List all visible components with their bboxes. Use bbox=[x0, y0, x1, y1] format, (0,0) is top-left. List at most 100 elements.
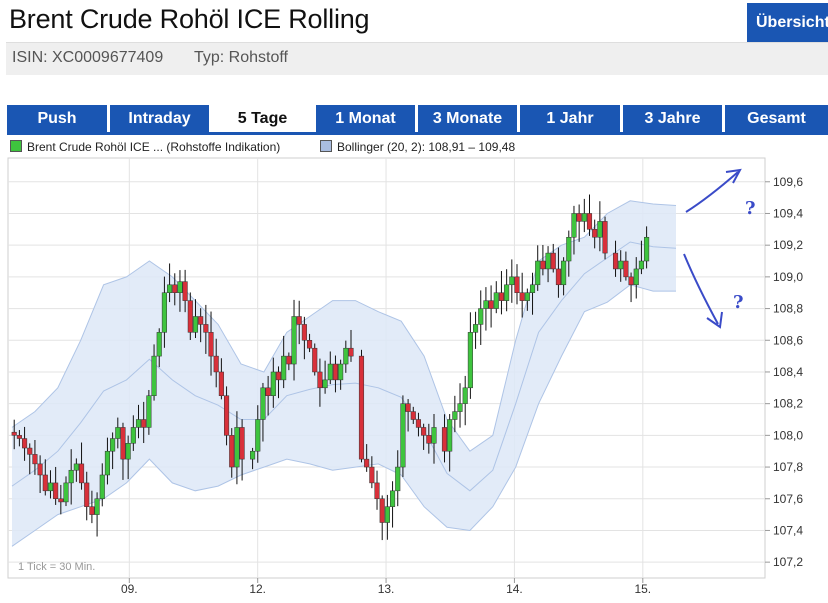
overview-button[interactable]: Übersicht bbox=[747, 3, 828, 42]
bollinger-upper-line bbox=[11, 200, 677, 452]
candle-body bbox=[597, 221, 603, 238]
candle bbox=[452, 395, 458, 433]
candle-body bbox=[327, 363, 333, 381]
candle bbox=[369, 456, 375, 489]
candle-body bbox=[187, 300, 193, 333]
candle bbox=[400, 395, 406, 478]
candle bbox=[478, 290, 484, 345]
candle-body bbox=[130, 427, 136, 444]
tab-5-tage[interactable]: 5 Tage bbox=[212, 105, 313, 132]
candle-body bbox=[270, 371, 276, 396]
legend-label-bollinger: Bollinger (20, 2): 108,91 – 109,48 bbox=[337, 140, 516, 154]
candle bbox=[218, 358, 224, 400]
candle-body bbox=[250, 450, 256, 460]
candle bbox=[327, 351, 333, 385]
candle bbox=[167, 263, 173, 303]
candle bbox=[135, 404, 142, 439]
candle-body bbox=[172, 284, 178, 293]
candle bbox=[447, 414, 453, 472]
candle bbox=[130, 415, 136, 451]
candle-body bbox=[84, 482, 90, 507]
candle-body bbox=[498, 292, 505, 301]
candle-body bbox=[343, 347, 349, 365]
candle bbox=[281, 335, 287, 389]
candle-body bbox=[524, 292, 530, 301]
candle bbox=[638, 240, 644, 275]
candle-body bbox=[431, 427, 437, 444]
candle bbox=[498, 271, 505, 315]
candle-body bbox=[618, 260, 624, 270]
x-tick-label: 13. bbox=[378, 582, 395, 596]
candle bbox=[208, 311, 214, 376]
candle-body bbox=[364, 458, 370, 468]
candle bbox=[410, 406, 416, 424]
y-tick-label: 109,2 bbox=[773, 238, 803, 252]
arrow-down-head bbox=[706, 311, 723, 329]
legend-swatch-price bbox=[10, 140, 22, 152]
candle-body bbox=[555, 268, 561, 286]
candle bbox=[618, 250, 624, 282]
candle-body bbox=[239, 427, 245, 460]
candle bbox=[602, 216, 608, 260]
candle-body bbox=[400, 403, 406, 468]
candle bbox=[317, 358, 323, 407]
candle bbox=[343, 340, 349, 373]
x-tick-label: 09. bbox=[121, 582, 138, 596]
candle-body bbox=[218, 371, 224, 396]
candle bbox=[421, 423, 427, 450]
candle-body bbox=[550, 252, 556, 270]
candle-body bbox=[571, 213, 577, 238]
bollinger-lower-line bbox=[11, 284, 676, 547]
candle-body bbox=[644, 236, 650, 262]
candle bbox=[545, 246, 551, 283]
candle-body bbox=[16, 435, 22, 439]
candle-body bbox=[628, 276, 634, 286]
tab-push[interactable]: Push bbox=[7, 105, 107, 132]
candle-body bbox=[602, 221, 608, 254]
y-tick-label: 108,0 bbox=[773, 428, 803, 442]
tab-1-jahr[interactable]: 1 Jahr bbox=[520, 105, 620, 132]
candle-body bbox=[22, 438, 28, 449]
candle bbox=[151, 344, 157, 401]
tab-3-jahre[interactable]: 3 Jahre bbox=[623, 105, 722, 132]
candle-body bbox=[519, 292, 525, 301]
candle bbox=[493, 281, 499, 314]
tab-3-monate[interactable]: 3 Monate bbox=[418, 105, 517, 132]
y-tick-label: 107,6 bbox=[773, 492, 803, 506]
candle-body bbox=[348, 347, 354, 357]
candle bbox=[32, 439, 38, 475]
page-title: Brent Crude Rohöl ICE Rolling bbox=[9, 4, 370, 34]
candle bbox=[11, 419, 17, 450]
candle-body bbox=[493, 292, 499, 309]
candle bbox=[89, 490, 95, 524]
candle-body bbox=[296, 316, 302, 325]
candle-body bbox=[260, 387, 266, 420]
candle bbox=[37, 455, 43, 494]
candle bbox=[597, 201, 603, 252]
candle bbox=[338, 359, 344, 390]
x-tick-label: 15. bbox=[634, 582, 651, 596]
candle-body bbox=[441, 427, 448, 452]
tab-intraday[interactable]: Intraday bbox=[110, 105, 209, 132]
candle-body bbox=[317, 371, 323, 389]
y-tick-label: 107,8 bbox=[773, 460, 803, 474]
candle bbox=[379, 495, 385, 541]
tab-1-monat[interactable]: 1 Monat bbox=[316, 105, 415, 132]
candle-body bbox=[37, 463, 43, 476]
candle-body bbox=[514, 276, 520, 293]
candle bbox=[633, 257, 639, 299]
candle bbox=[441, 414, 448, 463]
candle-body bbox=[374, 482, 380, 500]
candle bbox=[192, 299, 199, 339]
arrow-up-head bbox=[725, 168, 742, 184]
candle bbox=[146, 389, 152, 435]
candle-body bbox=[167, 284, 173, 293]
candle bbox=[623, 251, 629, 281]
candle-body bbox=[322, 379, 328, 389]
candle bbox=[566, 230, 572, 277]
candle-body bbox=[156, 332, 162, 357]
candle bbox=[213, 338, 219, 388]
tab-gesamt[interactable]: Gesamt bbox=[725, 105, 828, 132]
legend-label-price: Brent Crude Rohöl ICE ... (Rohstoffe Ind… bbox=[27, 140, 281, 154]
